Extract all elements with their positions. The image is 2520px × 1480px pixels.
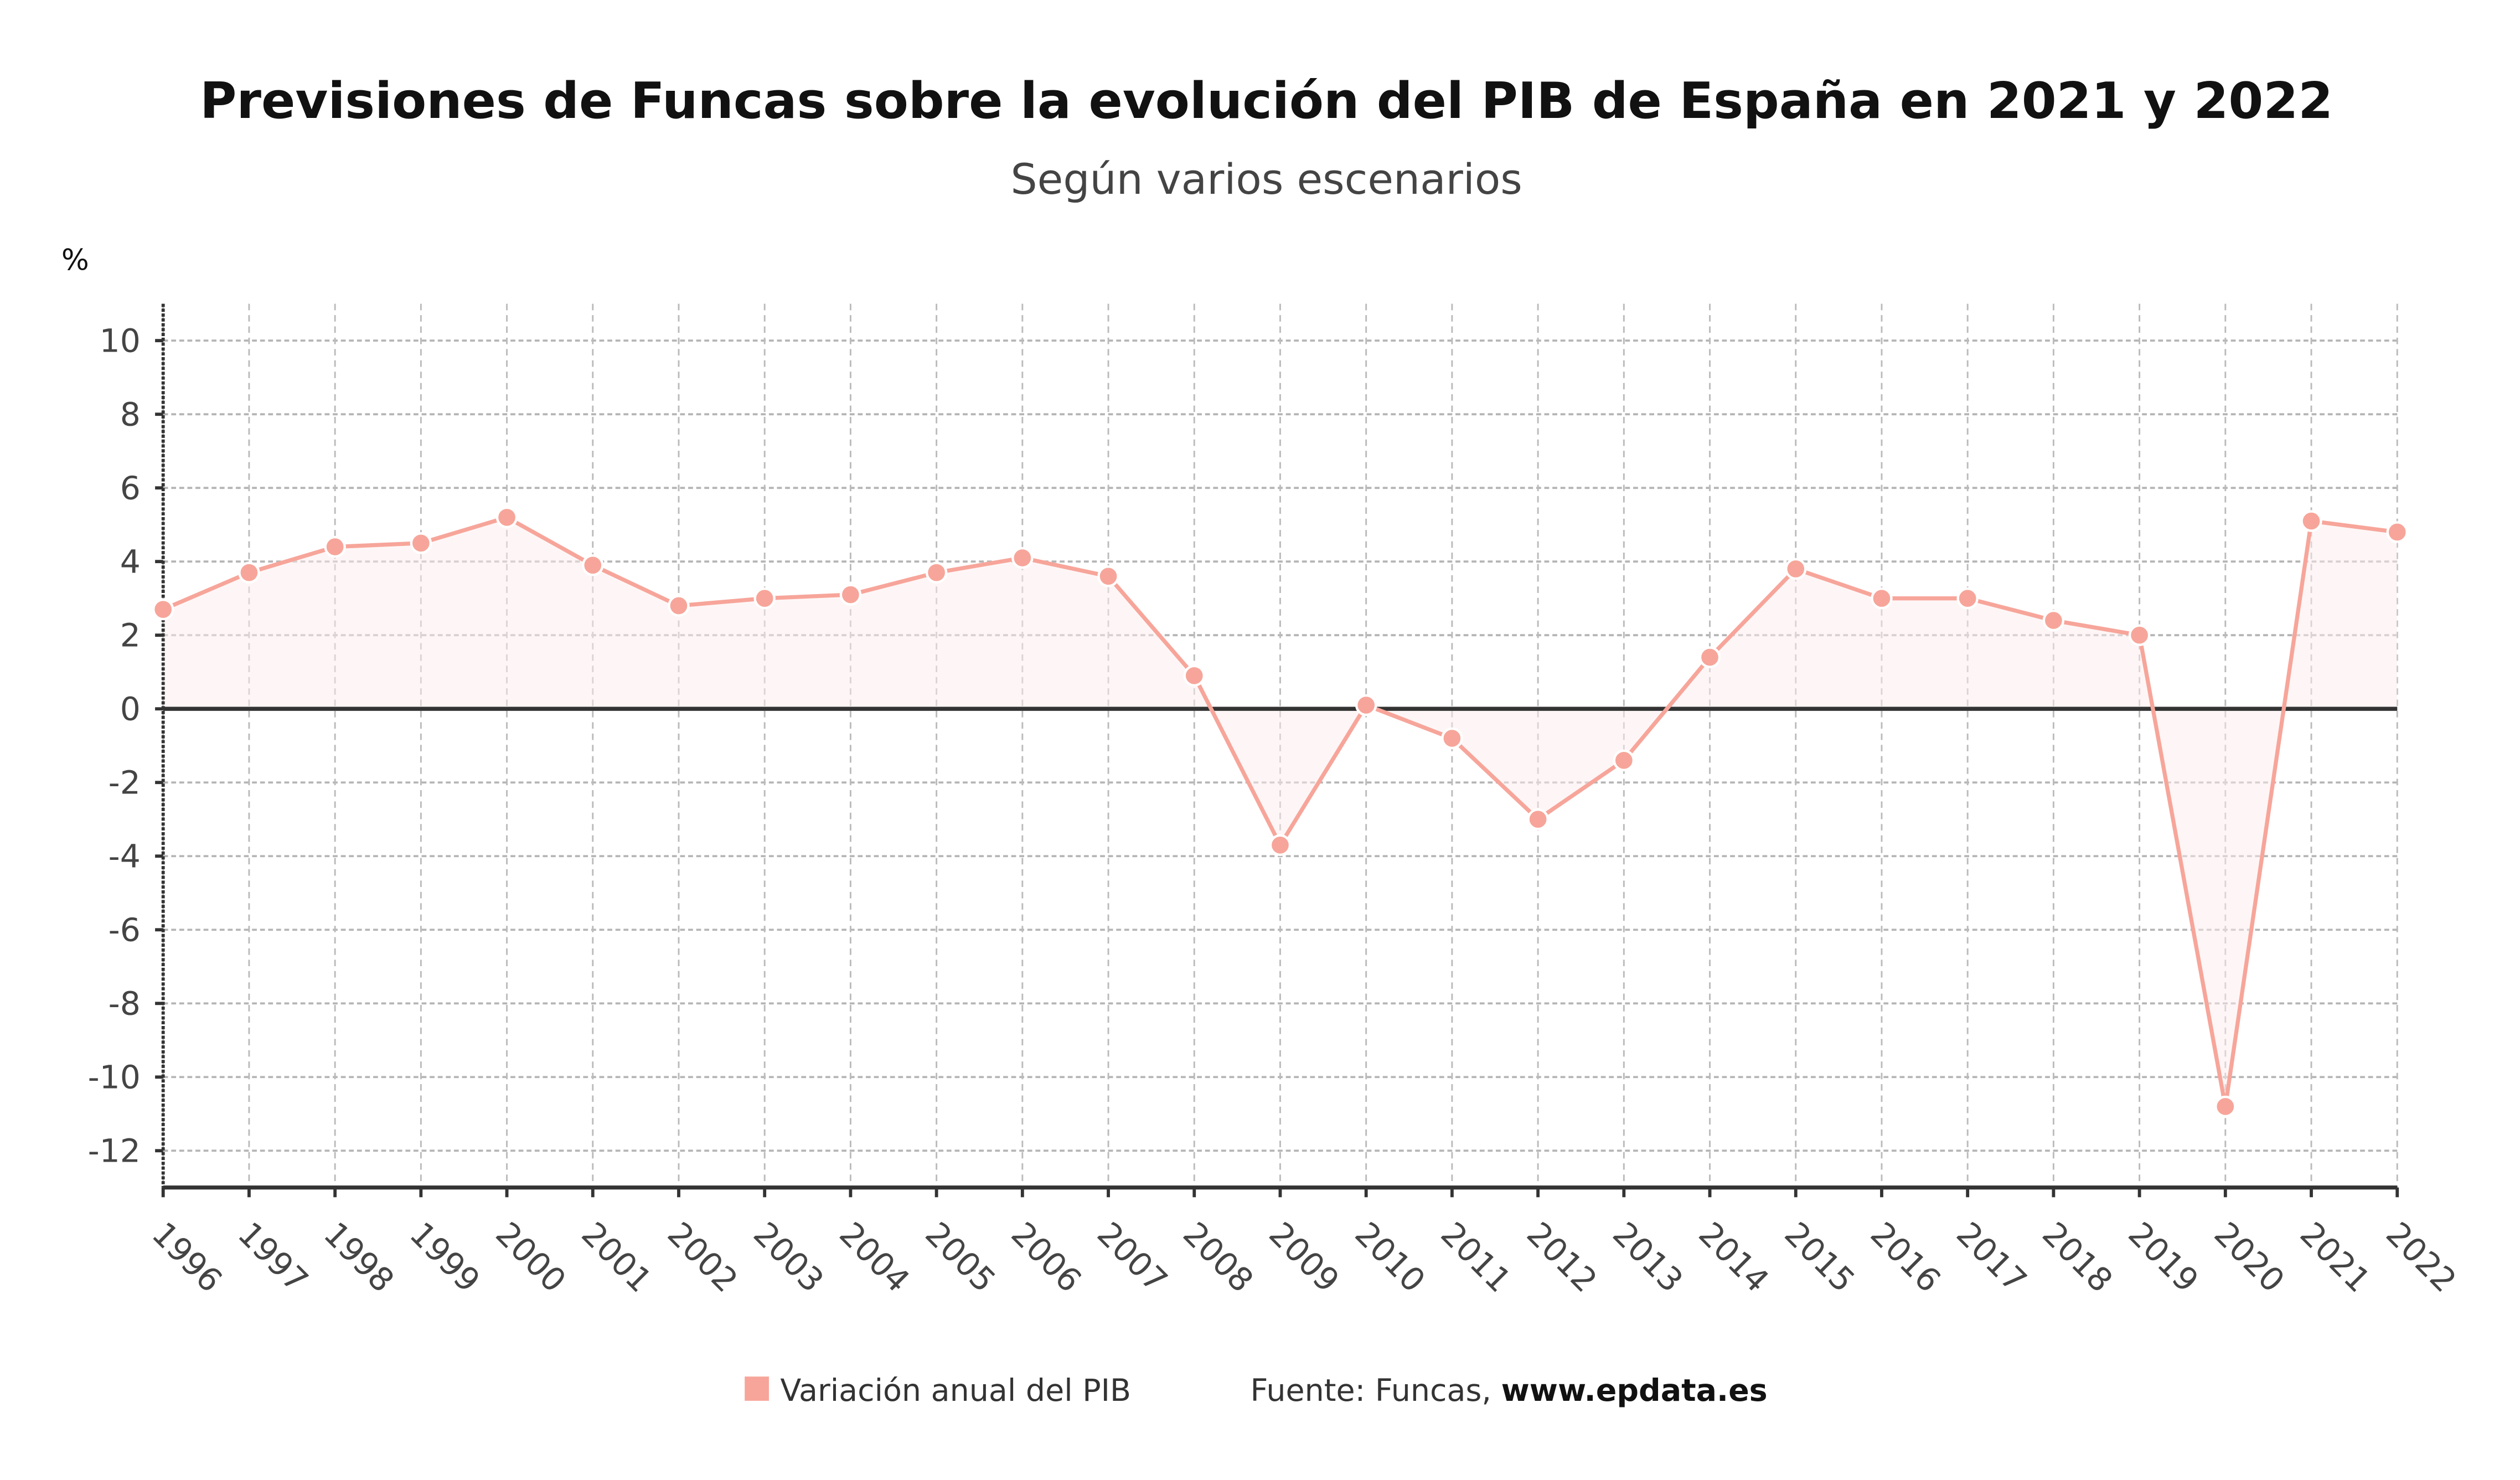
x-tick-labels: 1996 1997 1998 1999 2000 2001 2002 2003 2004 2005… bbox=[144, 1215, 2464, 1299]
source-label: Fuente: Funcas, bbox=[1250, 1373, 1501, 1409]
series-line bbox=[152, 506, 2408, 1118]
x-tick-label: 2019 bbox=[2121, 1215, 2206, 1299]
y-tick-labels: 10 8 6 4 2 0 -2 -4 -6 -8 -10 -12 bbox=[88, 322, 141, 1170]
x-tick-label: 2000 bbox=[488, 1215, 573, 1299]
x-tick-label: 2003 bbox=[746, 1215, 831, 1299]
y-tick-label: -8 bbox=[109, 985, 141, 1023]
x-tick-label: 2010 bbox=[1347, 1215, 1432, 1299]
data-point-2001 bbox=[582, 554, 604, 576]
y-tick-label: 2 bbox=[120, 617, 141, 654]
data-point-1997 bbox=[238, 561, 260, 584]
data-point-2017 bbox=[1956, 587, 1979, 610]
data-point-2008 bbox=[1183, 664, 1205, 687]
data-point-2009 bbox=[1269, 834, 1292, 856]
data-point-2016 bbox=[1871, 587, 1893, 610]
x-tick-label: 2011 bbox=[1434, 1215, 1519, 1299]
x-tick-label: 2015 bbox=[1778, 1215, 1862, 1299]
y-axis-label: % bbox=[61, 243, 89, 277]
data-point-1998 bbox=[324, 535, 346, 558]
legend: Variación anual del PIB Fuente: Funcas, … bbox=[745, 1373, 1768, 1409]
source-text: Fuente: Funcas, www.epdata.es bbox=[1250, 1373, 1767, 1409]
x-tick-label: 1996 bbox=[144, 1215, 229, 1299]
data-point-2007 bbox=[1097, 565, 1119, 587]
y-tick-label: 6 bbox=[120, 470, 141, 507]
x-tick-label: 2022 bbox=[2379, 1215, 2464, 1299]
x-tick-label: 2016 bbox=[1863, 1215, 1948, 1299]
x-tick-label: 1999 bbox=[402, 1215, 487, 1299]
x-tick-label: 2006 bbox=[1004, 1215, 1089, 1299]
x-tick-label: 2014 bbox=[1691, 1215, 1776, 1299]
source-site: www.epdata.es bbox=[1501, 1373, 1768, 1409]
data-point-2011 bbox=[1441, 727, 1463, 750]
x-tick-label: 1997 bbox=[231, 1215, 316, 1299]
data-point-2005 bbox=[925, 561, 948, 584]
y-tick-label: 0 bbox=[120, 690, 141, 728]
x-tick-label: 2007 bbox=[1090, 1215, 1175, 1299]
x-tick-label: 2009 bbox=[1262, 1215, 1346, 1299]
data-point-2014 bbox=[1698, 646, 1721, 668]
x-tick-label: 2018 bbox=[2035, 1215, 2120, 1299]
data-point-2021 bbox=[2300, 510, 2322, 532]
y-tick-label: 8 bbox=[120, 396, 141, 434]
x-tick-label: 2005 bbox=[918, 1215, 1003, 1299]
y-tick-label: -4 bbox=[109, 838, 141, 875]
area-fill bbox=[163, 517, 2398, 1107]
x-tick-label: 2008 bbox=[1176, 1215, 1261, 1299]
axes bbox=[155, 303, 2399, 1198]
x-tick-label: 2002 bbox=[660, 1215, 745, 1299]
x-tick-label: 2004 bbox=[832, 1215, 917, 1299]
data-point-2003 bbox=[753, 587, 776, 610]
data-point-2010 bbox=[1355, 694, 1377, 716]
data-point-2018 bbox=[2042, 609, 2065, 632]
y-tick-label: -12 bbox=[88, 1132, 141, 1170]
data-point-2004 bbox=[839, 584, 862, 606]
x-tick-label: 2021 bbox=[2293, 1215, 2378, 1299]
x-tick-label: 2013 bbox=[1605, 1215, 1690, 1299]
x-tick-label: 2020 bbox=[2207, 1215, 2292, 1299]
data-point-2012 bbox=[1527, 808, 1549, 831]
x-tick-label: 2012 bbox=[1520, 1215, 1604, 1299]
x-tick-label: 2017 bbox=[1949, 1215, 2034, 1299]
x-tick-label: 2001 bbox=[575, 1215, 659, 1299]
legend-label: Variación anual del PIB bbox=[780, 1373, 1131, 1409]
y-tick-label: 4 bbox=[120, 543, 141, 581]
x-tick-label: 1998 bbox=[317, 1215, 401, 1299]
data-point-1999 bbox=[410, 532, 432, 554]
y-tick-label: 10 bbox=[100, 322, 141, 360]
data-point-2013 bbox=[1613, 749, 1635, 772]
data-point-2000 bbox=[495, 506, 518, 529]
y-tick-label: -10 bbox=[88, 1059, 141, 1096]
chart-title: Previsiones de Funcas sobre la evolución… bbox=[200, 72, 2333, 130]
data-point-2020 bbox=[2214, 1095, 2237, 1118]
legend-swatch bbox=[745, 1376, 769, 1401]
y-tick-label: -2 bbox=[109, 764, 141, 802]
data-point-2019 bbox=[2128, 624, 2151, 646]
data-point-2015 bbox=[1785, 558, 1807, 580]
data-point-2002 bbox=[668, 595, 690, 617]
chart-subtitle: Según varios escenarios bbox=[1011, 155, 1522, 204]
data-point-2022 bbox=[2386, 521, 2408, 543]
data-point-2006 bbox=[1011, 546, 1034, 569]
area-fill-path bbox=[163, 517, 2398, 1107]
data-point-1996 bbox=[152, 598, 174, 621]
y-tick-label: -6 bbox=[109, 911, 141, 949]
